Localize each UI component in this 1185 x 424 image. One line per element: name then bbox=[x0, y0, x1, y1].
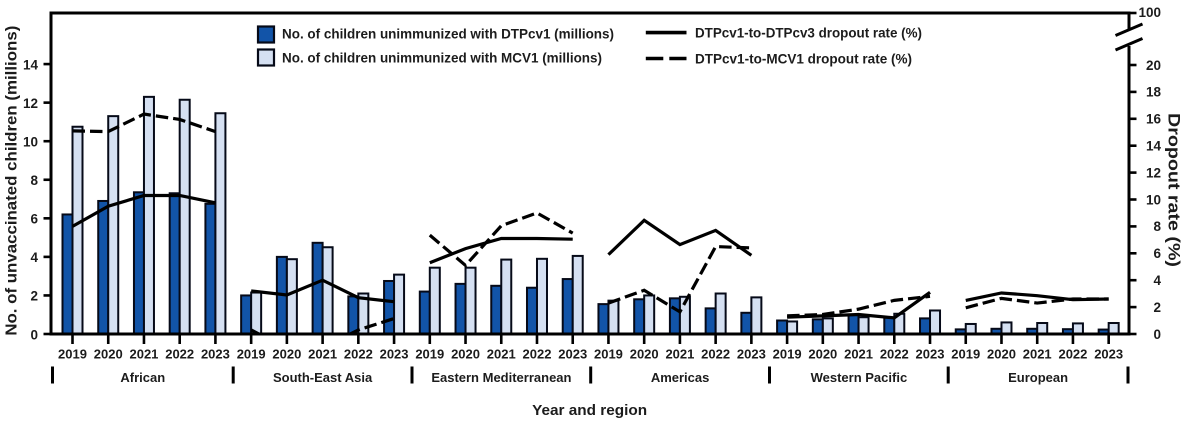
svg-text:2023: 2023 bbox=[558, 347, 587, 362]
svg-text:2021: 2021 bbox=[129, 347, 158, 362]
svg-text:14: 14 bbox=[23, 57, 39, 72]
svg-text:100: 100 bbox=[1138, 5, 1161, 20]
svg-text:2019: 2019 bbox=[951, 347, 980, 362]
svg-text:4: 4 bbox=[30, 250, 38, 265]
svg-text:8: 8 bbox=[1153, 219, 1161, 234]
svg-text:2020: 2020 bbox=[272, 347, 301, 362]
svg-text:Western Pacific: Western Pacific bbox=[811, 370, 908, 385]
svg-text:10: 10 bbox=[1146, 192, 1161, 207]
svg-text:2022: 2022 bbox=[1058, 347, 1087, 362]
svg-text:2023: 2023 bbox=[201, 347, 230, 362]
svg-text:2020: 2020 bbox=[987, 347, 1016, 362]
svg-text:2023: 2023 bbox=[737, 347, 766, 362]
svg-text:2022: 2022 bbox=[880, 347, 909, 362]
svg-text:20: 20 bbox=[1146, 58, 1161, 73]
svg-text:2020: 2020 bbox=[630, 347, 659, 362]
svg-text:2023: 2023 bbox=[1094, 347, 1123, 362]
svg-text:18: 18 bbox=[1146, 85, 1162, 100]
svg-text:2019: 2019 bbox=[594, 347, 623, 362]
svg-text:6: 6 bbox=[30, 212, 38, 227]
svg-text:2019: 2019 bbox=[773, 347, 802, 362]
svg-text:2023: 2023 bbox=[916, 347, 945, 362]
svg-text:2021: 2021 bbox=[487, 347, 516, 362]
svg-text:2019: 2019 bbox=[58, 347, 87, 362]
svg-text:2022: 2022 bbox=[344, 347, 373, 362]
svg-text:4: 4 bbox=[1153, 273, 1161, 288]
svg-text:Year and region: Year and region bbox=[532, 402, 647, 419]
svg-text:DTPcv1-to-DTPcv3 dropout rate: DTPcv1-to-DTPcv3 dropout rate (%) bbox=[695, 25, 922, 41]
svg-text:European: European bbox=[1008, 370, 1068, 385]
svg-text:2020: 2020 bbox=[451, 347, 480, 362]
svg-text:2: 2 bbox=[30, 289, 38, 304]
svg-text:2021: 2021 bbox=[665, 347, 694, 362]
svg-text:2022: 2022 bbox=[701, 347, 730, 362]
svg-text:6: 6 bbox=[1153, 246, 1161, 261]
svg-text:No. of children unimmunized wi: No. of children unimmunized with DTPcv1 … bbox=[282, 26, 614, 42]
svg-text:2021: 2021 bbox=[1023, 347, 1052, 362]
svg-text:12: 12 bbox=[1146, 165, 1161, 180]
svg-text:0: 0 bbox=[1153, 327, 1161, 342]
svg-text:No. of unvaccinated children (: No. of unvaccinated children (millions) bbox=[3, 26, 20, 336]
svg-text:2019: 2019 bbox=[415, 347, 444, 362]
svg-text:16: 16 bbox=[1146, 112, 1162, 127]
svg-text:2023: 2023 bbox=[380, 347, 409, 362]
svg-text:10: 10 bbox=[23, 135, 38, 150]
svg-text:2020: 2020 bbox=[94, 347, 123, 362]
svg-text:14: 14 bbox=[1146, 139, 1162, 154]
svg-text:2019: 2019 bbox=[237, 347, 266, 362]
svg-text:8: 8 bbox=[30, 173, 38, 188]
svg-text:Eastern Mediterranean: Eastern Mediterranean bbox=[431, 370, 571, 385]
svg-text:2: 2 bbox=[1153, 300, 1161, 315]
svg-text:0: 0 bbox=[30, 327, 38, 342]
svg-text:African: African bbox=[120, 370, 165, 385]
svg-text:Dropout rate (%): Dropout rate (%) bbox=[1165, 113, 1184, 267]
svg-text:2022: 2022 bbox=[165, 347, 194, 362]
svg-text:South-East Asia: South-East Asia bbox=[273, 370, 373, 385]
svg-text:2021: 2021 bbox=[844, 347, 873, 362]
svg-text:2021: 2021 bbox=[308, 347, 337, 362]
svg-text:Americas: Americas bbox=[651, 370, 710, 385]
svg-text:2020: 2020 bbox=[808, 347, 837, 362]
svg-text:12: 12 bbox=[23, 96, 38, 111]
svg-text:2022: 2022 bbox=[523, 347, 552, 362]
svg-text:No. of children unimmunized wi: No. of children unimmunized with MCV1 (m… bbox=[282, 50, 602, 66]
svg-text:DTPcv1-to-MCV1 dropout rate (%: DTPcv1-to-MCV1 dropout rate (%) bbox=[695, 51, 912, 67]
